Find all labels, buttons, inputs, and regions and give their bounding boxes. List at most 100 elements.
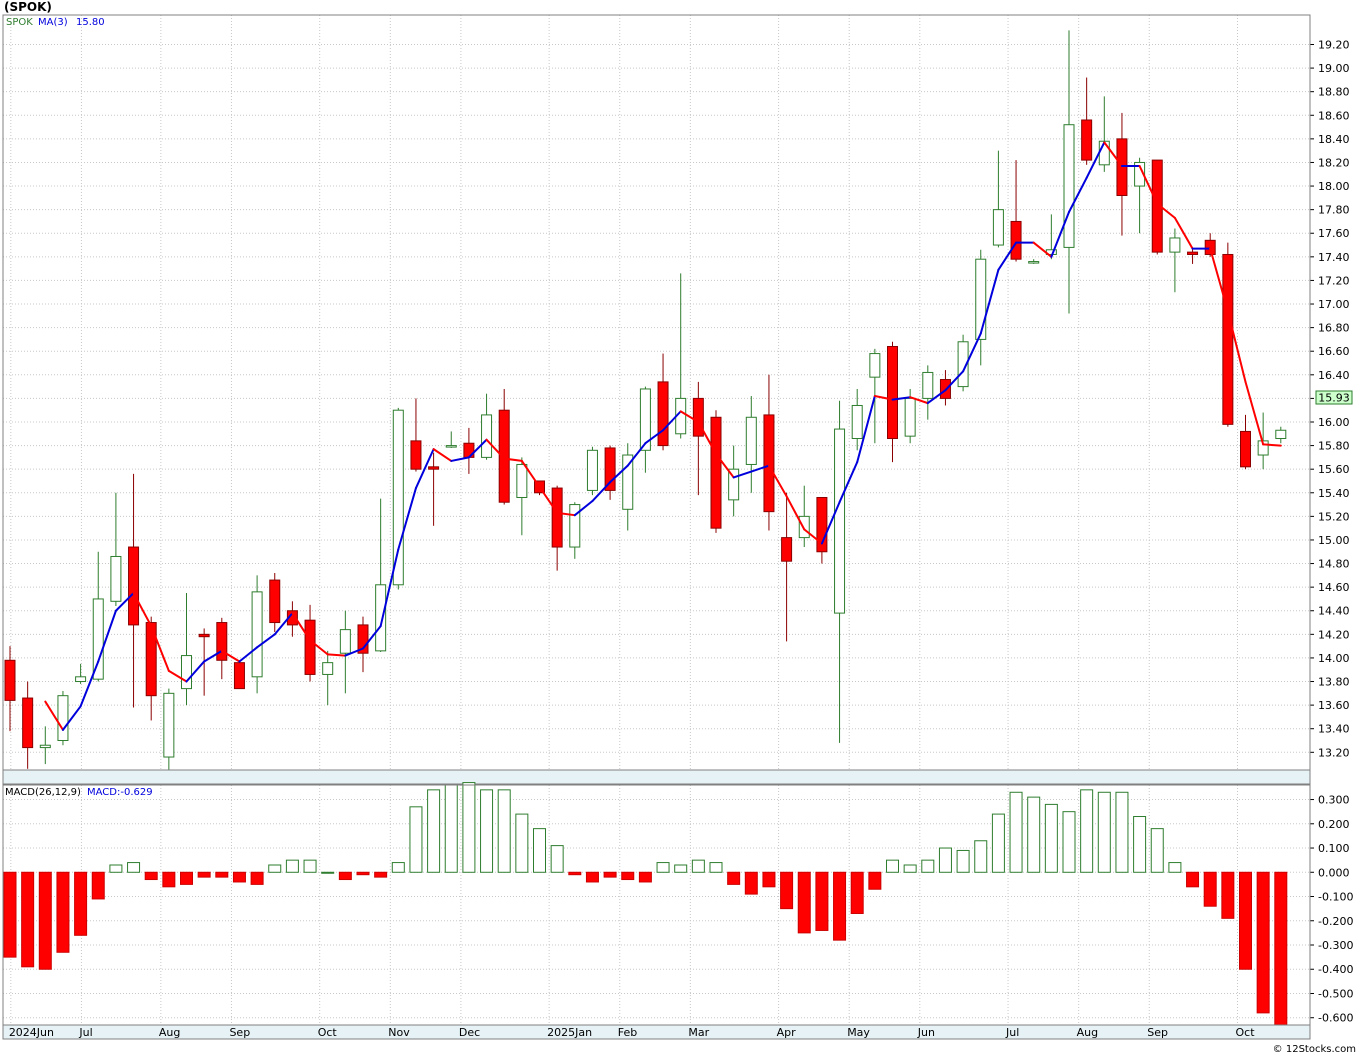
- macd-bar-negative: [780, 871, 794, 910]
- price-y-tick-label: 13.60: [1318, 699, 1350, 712]
- candle: [957, 334, 969, 392]
- macd-y-tick-label: 0.000: [1318, 866, 1350, 879]
- ma-segment: [785, 495, 806, 531]
- candle: [251, 575, 263, 694]
- candle-body-up: [745, 416, 757, 465]
- macd-bar-positive: [550, 845, 564, 873]
- candle-body-up: [851, 404, 863, 440]
- macd-bar-positive: [391, 862, 405, 873]
- price-y-tick-label: 17.00: [1318, 298, 1350, 311]
- price-y-tick-label: 13.40: [1318, 723, 1350, 736]
- candle-body-down: [763, 414, 775, 513]
- ma-segment: [926, 389, 947, 405]
- macd-y-tick-label: -0.500: [1318, 987, 1353, 1000]
- ma-segment: [538, 485, 559, 514]
- macd-bar-positive: [533, 828, 546, 873]
- macd-x-tick-label: Mar: [688, 1026, 709, 1039]
- candle: [4, 646, 16, 732]
- ma-segment: [203, 649, 223, 663]
- candle-body-down: [216, 622, 228, 661]
- macd-bar-positive: [462, 782, 476, 873]
- ma-segment: [1226, 310, 1247, 383]
- macd-bar-positive: [886, 859, 899, 873]
- macd-bar-negative: [91, 871, 105, 900]
- price-y-tick-label: 15.80: [1318, 440, 1350, 453]
- candle-body-down: [1187, 251, 1199, 255]
- candle: [128, 473, 140, 708]
- ma-segment: [732, 470, 753, 479]
- last-price-box: [1315, 390, 1353, 405]
- ma-segment: [1068, 176, 1088, 214]
- candle-body-up: [481, 414, 493, 458]
- price-y-tick-label: 16.40: [1318, 369, 1350, 382]
- ma-segment: [273, 612, 294, 636]
- macd-bar-negative: [1203, 871, 1217, 907]
- price-y-tick-label: 14.40: [1318, 605, 1350, 618]
- candle: [763, 374, 775, 531]
- ma-segment: [609, 464, 629, 484]
- ma-segment: [1156, 202, 1176, 219]
- candle: [445, 431, 457, 448]
- macd-bar-positive: [1150, 828, 1164, 873]
- ma-segment: [238, 646, 259, 663]
- macd-bar-negative: [162, 871, 176, 888]
- candle-body-down: [4, 659, 16, 701]
- watermark: © 12Stocks.com: [1273, 1044, 1356, 1055]
- ma-segment: [909, 396, 929, 405]
- candle: [710, 410, 722, 533]
- candle-body-up: [110, 555, 122, 602]
- macd-bar-positive: [938, 847, 952, 873]
- candle: [551, 485, 563, 571]
- candle: [728, 445, 740, 517]
- candle-body-down: [1204, 239, 1216, 255]
- ma-segment: [503, 457, 523, 462]
- ma-segment: [1138, 165, 1159, 205]
- candle-body-down: [816, 496, 828, 553]
- macd-bar-positive: [409, 806, 423, 873]
- candle-body-up: [375, 584, 387, 652]
- candle: [975, 249, 987, 366]
- candle: [410, 398, 422, 472]
- candle: [392, 407, 404, 590]
- macd-x-axis-band: [2, 1024, 1311, 1040]
- price-y-tick-label: 14.80: [1318, 558, 1350, 571]
- candle-body-up: [339, 629, 351, 654]
- ma-segment: [750, 464, 770, 473]
- macd-bar-negative: [38, 871, 52, 970]
- candle-body-up: [834, 428, 846, 614]
- candle: [145, 616, 157, 721]
- ma-segment: [644, 429, 665, 445]
- candle: [816, 496, 828, 564]
- price-y-tick-label: 17.80: [1318, 204, 1350, 217]
- price-y-tick-label: 15.00: [1318, 534, 1350, 547]
- candle-body-up: [957, 341, 969, 388]
- candle-body-up: [569, 504, 581, 548]
- candle: [745, 396, 757, 493]
- ma-segment: [97, 609, 117, 663]
- candle-body-down: [1240, 430, 1251, 468]
- macd-legend-value: MACD:-0.629: [87, 787, 153, 798]
- price-y-tick-label: 14.20: [1318, 628, 1350, 641]
- last-price-marker: 15.93: [1315, 390, 1353, 405]
- candle-body-down: [692, 397, 704, 437]
- ma-segment: [1173, 216, 1194, 250]
- candle-body-up: [869, 353, 881, 378]
- price-y-tick-label: 16.80: [1318, 322, 1350, 335]
- macd-bar-negative: [1239, 871, 1252, 970]
- candle-body-up: [163, 692, 175, 758]
- macd-bar-positive: [109, 864, 123, 873]
- price-y-tick-label: 17.40: [1318, 251, 1350, 264]
- ma-segment: [856, 395, 876, 464]
- candle-body-up: [392, 409, 404, 586]
- macd-bar-negative: [815, 871, 829, 931]
- ma-segment: [944, 370, 965, 392]
- macd-bar-positive: [1009, 791, 1023, 873]
- macd-bar-positive: [656, 862, 670, 873]
- candle-body-up: [181, 655, 192, 690]
- ma-segment: [450, 456, 470, 462]
- candle-body-down: [498, 409, 510, 503]
- last-price-label: 15.93: [1318, 392, 1350, 405]
- ma-segment: [326, 653, 347, 657]
- ma-segment: [185, 660, 206, 683]
- candle-body-up: [1134, 161, 1146, 187]
